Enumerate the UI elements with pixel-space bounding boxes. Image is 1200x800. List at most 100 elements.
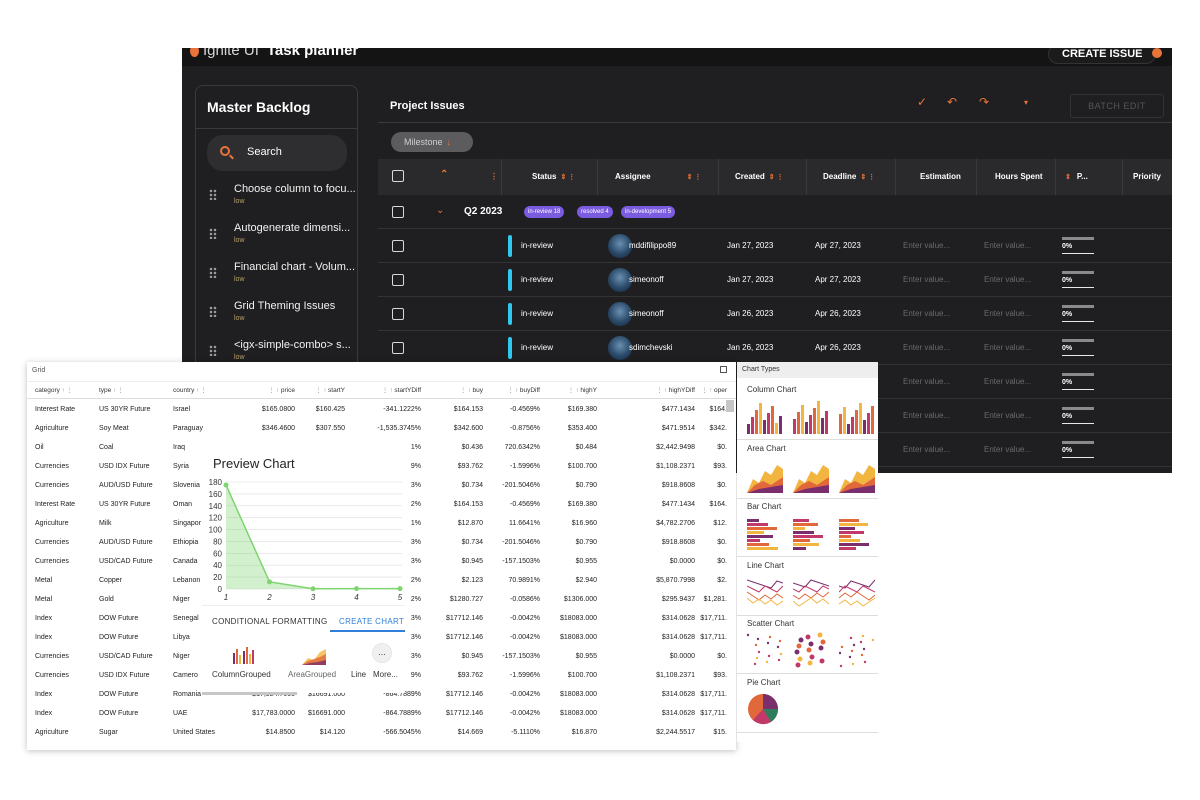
grid-header-cell[interactable]: ⋮ ↑ highYDiff — [656, 387, 695, 394]
expand-all-icon[interactable]: ⌃ — [440, 169, 449, 180]
sort-icon[interactable]: ⋮ ↑ — [701, 388, 714, 394]
more-options-button[interactable]: ... — [372, 643, 392, 663]
drag-handle-icon[interactable] — [209, 189, 217, 200]
header-deadline[interactable]: Deadline ⇕ ⋮ — [823, 172, 875, 181]
undo-icon[interactable]: ↶ — [947, 95, 958, 109]
sort-icon[interactable]: ↑ ⋮ — [111, 388, 124, 394]
chart-option-label[interactable]: Line — [351, 670, 367, 679]
header-progress[interactable]: ⇕ P... — [1065, 172, 1088, 181]
hours-spent-input[interactable]: Enter value... — [984, 445, 1032, 454]
table-row[interactable]: Currencies USD IDX Future Camero 9% $93.762 -… — [27, 666, 736, 685]
bar-chart-thumbnail-icon[interactable] — [793, 515, 829, 553]
vertical-scrollbar[interactable] — [726, 400, 734, 412]
column-grouped-icon[interactable] — [232, 645, 256, 665]
batch-edit-button[interactable]: BATCH EDIT — [1070, 94, 1164, 118]
sort-icon[interactable]: ⇕ — [1065, 174, 1071, 181]
data-point[interactable] — [354, 586, 359, 592]
milestone-group-chip[interactable]: Milestone ↓ — [391, 132, 473, 152]
header-estimation[interactable]: Estimation — [920, 172, 961, 181]
row-checkbox[interactable] — [392, 342, 404, 354]
row-checkbox[interactable] — [392, 308, 404, 320]
estimation-input[interactable]: Enter value... — [903, 309, 951, 318]
sort-icon[interactable]: ⋮ ↑ — [568, 388, 581, 394]
table-row[interactable]: Index DOW Future UAE $17,783.0000 $16691.000… — [27, 704, 736, 723]
pie-chart-thumbnail-icon[interactable] — [747, 691, 783, 729]
group-checkbox[interactable] — [392, 206, 404, 218]
backlog-item[interactable]: <igx-simple-combo> s... low — [196, 336, 357, 369]
estimation-input[interactable]: Enter value... — [903, 377, 951, 386]
header-priority[interactable]: Priority — [1133, 172, 1162, 181]
hours-spent-input[interactable]: Enter value... — [984, 241, 1032, 250]
table-row[interactable]: Currencies USD/CAD Future Canada 3% $0.945 -1… — [27, 552, 736, 571]
chart-option-label[interactable]: ColumnGrouped — [212, 670, 271, 679]
sort-icon[interactable]: ⇕ ⋮ — [860, 174, 876, 181]
scatter-chart-thumbnail-icon[interactable] — [747, 632, 783, 670]
grid-header-cell[interactable]: ⋮ ↑ highY — [568, 387, 597, 394]
bar-chart-thumbnail-icon[interactable] — [747, 515, 783, 553]
chart-option-label[interactable]: AreaGrouped — [288, 670, 337, 679]
select-all-checkbox[interactable] — [392, 170, 404, 182]
scatter-chart-thumbnail-icon[interactable] — [839, 632, 875, 670]
table-row[interactable]: Interest Rate US 30YR Future Israel $165.08… — [27, 400, 736, 419]
table-row[interactable]: Metal Copper Lebanon 2% $2.123 70.9891% $2.940… — [27, 571, 736, 590]
area-chart-thumbnail-icon[interactable] — [793, 457, 829, 495]
sort-icon[interactable]: ↑ ⋮ — [194, 388, 207, 394]
table-row[interactable]: Currencies AUD/USD Future Ethiopia 3% $0.734… — [27, 533, 736, 552]
table-row[interactable]: Oil Coal Iraq 1% $0.436 720.6342% $0.484 $2,442… — [27, 438, 736, 457]
more-options-label[interactable]: More... — [373, 670, 398, 679]
backlog-item[interactable]: Autogenerate dimensi... low — [196, 219, 357, 252]
data-point[interactable] — [267, 579, 272, 585]
backlog-search[interactable]: Search — [207, 135, 347, 171]
drag-handle-icon[interactable] — [209, 228, 217, 239]
estimation-input[interactable]: Enter value... — [903, 275, 951, 284]
hours-spent-input[interactable]: Enter value... — [984, 309, 1032, 318]
column-chart-thumbnail-icon[interactable] — [839, 398, 875, 436]
maximize-icon[interactable] — [720, 366, 727, 373]
area-grouped-icon[interactable] — [302, 646, 326, 666]
grid-header-cell[interactable]: ⋮ ↑ price — [269, 387, 295, 394]
table-row[interactable]: Currencies USD/CAD Future Niger 3% $0.945 -15… — [27, 647, 736, 666]
backlog-item[interactable]: Choose column to focu... low — [196, 180, 357, 213]
sort-icon[interactable]: ⋮ ↑ — [268, 388, 281, 394]
sort-icon[interactable]: ⇕ ⋮ — [768, 174, 784, 181]
drag-handle-icon[interactable] — [209, 345, 217, 356]
commit-check-icon[interactable]: ✓ — [917, 95, 928, 109]
bar-chart-thumbnail-icon[interactable] — [839, 515, 875, 553]
estimation-input[interactable]: Enter value... — [903, 343, 951, 352]
line-chart-thumbnail-icon[interactable] — [747, 574, 783, 612]
table-row[interactable]: Index DOW Future Senegal 3% $17712.146 -0.004… — [27, 609, 736, 628]
scatter-chart-thumbnail-icon[interactable] — [793, 632, 829, 670]
tab-conditional-formatting[interactable]: CONDITIONAL FORMATTING — [212, 617, 328, 626]
issue-row[interactable]: in-review simeonoff Jan 26, 2023 Apr 26, 20… — [378, 297, 1172, 331]
redo-icon[interactable]: ↷ — [979, 95, 990, 109]
sort-icon[interactable]: ⋮ ↑ — [507, 388, 520, 394]
area-chart-thumbnail-icon[interactable] — [747, 457, 783, 495]
create-issue-button[interactable]: CREATE ISSUE — [1048, 48, 1157, 64]
hours-spent-input[interactable]: Enter value... — [984, 411, 1032, 420]
table-row[interactable]: Index DOW Future Libya 3% $17712.146 -0.0042%… — [27, 628, 736, 647]
header-hours-spent[interactable]: Hours Spent — [995, 172, 1043, 181]
table-row[interactable]: Agriculture Soy Meat Paraguay $346.4600 $307… — [27, 419, 736, 438]
issue-row[interactable]: in-review mddifilippo89 Jan 27, 2023 Apr 27… — [378, 229, 1172, 263]
backlog-item[interactable]: Grid Theming Issues low — [196, 297, 357, 330]
backlog-item[interactable]: Financial chart - Volum... low — [196, 258, 357, 291]
grid-header-cell[interactable]: ⋮ ↑ startY — [316, 387, 345, 394]
grid-header-cell[interactable]: type ↑ ⋮ — [99, 387, 124, 394]
dropdown-caret-icon[interactable]: ▾ — [1024, 98, 1029, 107]
table-row[interactable]: Interest Rate US 30YR Future Oman 2% $164.15… — [27, 495, 736, 514]
hours-spent-input[interactable]: Enter value... — [984, 377, 1032, 386]
column-menu-icon[interactable]: ⋮ — [490, 172, 498, 181]
area-chart-thumbnail-icon[interactable] — [839, 457, 875, 495]
estimation-input[interactable]: Enter value... — [903, 241, 951, 250]
table-row[interactable]: Currencies USD IDX Future Syria 9% $93.762 -1… — [27, 457, 736, 476]
issue-row[interactable]: in-review simeonoff Jan 27, 2023 Apr 27, 20… — [378, 263, 1172, 297]
line-chart-thumbnail-icon[interactable] — [839, 574, 875, 612]
header-status[interactable]: Status ⇕ ⋮ — [532, 172, 575, 181]
header-assignee[interactable]: Assignee ⇕ ⋮ — [615, 172, 701, 181]
sort-icon[interactable]: ⋮ ↑ — [382, 388, 395, 394]
group-row[interactable]: ⌄ Q2 2023 in-review 18 resolved 4 in-dev… — [378, 195, 1172, 229]
chevron-down-icon[interactable]: ⌄ — [436, 205, 445, 216]
sort-icon[interactable]: ⋮ ↑ — [315, 388, 329, 394]
data-point[interactable] — [310, 586, 316, 592]
column-chart-thumbnail-icon[interactable] — [747, 398, 783, 436]
